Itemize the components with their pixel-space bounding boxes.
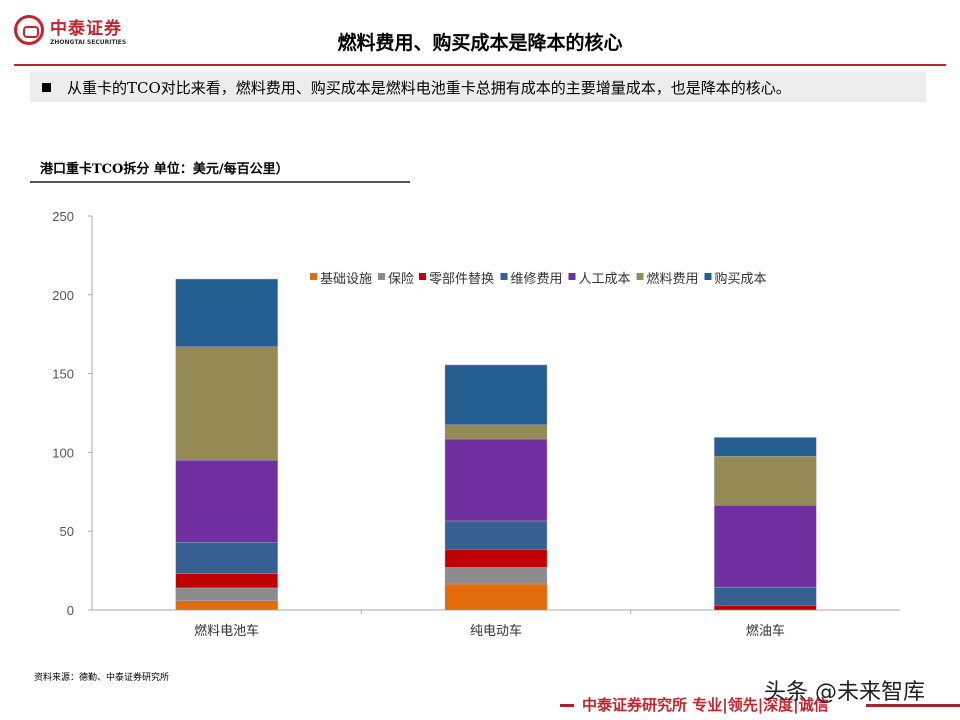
bar-segment (444, 364, 548, 426)
legend-swatch (378, 273, 385, 280)
chart-title: 港口重卡TCO拆分 单位：美元/每百公里） (40, 162, 289, 177)
summary-box: 从重卡的TCO对比来看，燃料费用、购买成本是燃料电池重卡总拥有成本的主要增量成本… (30, 72, 926, 102)
bar-segment (175, 600, 278, 611)
legend-swatch (636, 273, 644, 280)
page-title: 燃料费用、购买成本是降本的核心 (337, 32, 623, 54)
bar-segment (175, 278, 278, 348)
legend-label: 保险 (388, 272, 414, 287)
legend-label: 燃料费用 (647, 271, 699, 287)
bar-segment (444, 549, 548, 568)
x-tick-label: 纯电动车 (470, 623, 522, 639)
footer-rule-left (560, 704, 574, 707)
bar-segment (714, 456, 817, 506)
watermark: 头条 @未来智库 (764, 680, 925, 705)
bar-segment (444, 438, 548, 522)
y-tick-label: 0 (67, 603, 74, 618)
legend-label: 维修费用 (511, 272, 563, 287)
logo-icon (14, 15, 44, 45)
legend-label: 人工成本 (579, 272, 631, 287)
bar-segment (444, 520, 548, 550)
legend-label: 购买成本 (715, 271, 767, 287)
legend-swatch (419, 273, 426, 280)
logo-name: 中泰证券 (50, 19, 122, 39)
bar-segment (714, 605, 817, 611)
x-tick-label: 燃油车 (746, 623, 785, 639)
company-logo: 中泰证券 ZHONGTAI SECURITIES (14, 14, 126, 46)
bar-segment (444, 583, 548, 611)
bar-segment (175, 542, 278, 574)
y-tick-label: 100 (52, 445, 74, 460)
footer-rule-right (866, 704, 960, 707)
bar-segment (714, 504, 817, 588)
legend-swatch (500, 273, 508, 280)
bullet-icon (42, 82, 51, 92)
legend-swatch (310, 273, 317, 280)
bar-segment (714, 437, 817, 457)
bar-segment (175, 346, 278, 461)
y-tick-label: 150 (52, 367, 74, 382)
legend-label: 零部件替换 (429, 272, 494, 287)
legend-swatch (704, 273, 712, 280)
bar-segment (444, 424, 548, 440)
y-tick-label: 50 (60, 524, 74, 539)
bar-segment (175, 573, 278, 589)
y-tick-label: 200 (52, 288, 74, 303)
summary-text: 从重卡的TCO对比来看，燃料费用、购买成本是燃料电池重卡总拥有成本的主要增量成本… (67, 78, 791, 97)
bar-segment (714, 586, 817, 606)
bar-segment (444, 567, 548, 585)
legend-swatch (568, 273, 576, 280)
bar-segment (175, 460, 278, 543)
logo-name-en: ZHONGTAI SECURITIES (50, 39, 127, 46)
header-divider (14, 64, 946, 66)
footer-slogan: 中泰证券研究所 专业|领先|深度|诚信 (582, 696, 829, 714)
source-note: 资料来源：德勤、中泰证券研究所 (34, 673, 170, 683)
chart-title-divider (30, 181, 410, 183)
x-tick-label: 燃料电池车 (194, 623, 259, 639)
y-tick-label: 250 (52, 209, 74, 224)
legend-label: 基础设施 (320, 272, 372, 287)
bar-segment (175, 587, 278, 601)
